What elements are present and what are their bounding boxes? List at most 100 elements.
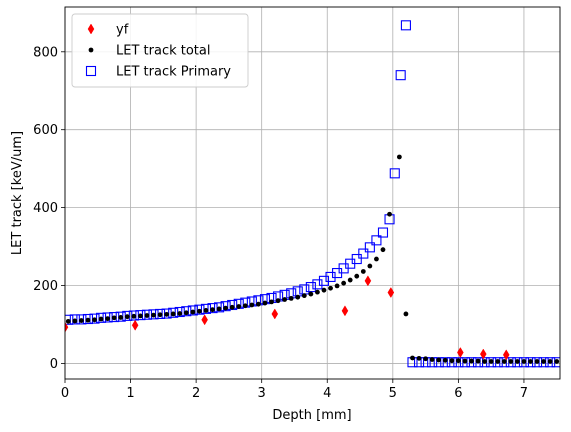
data-point: [488, 359, 494, 364]
data-point: [501, 359, 507, 364]
x-axis-label: Depth [mm]: [272, 408, 351, 423]
data-point: [78, 318, 84, 323]
data-point: [508, 359, 514, 364]
data-point: [440, 357, 451, 368]
data-point: [547, 359, 553, 364]
data-point: [288, 295, 294, 301]
data-point: [374, 256, 379, 262]
data-point: [351, 253, 362, 265]
x-tick-label: 5: [389, 386, 397, 401]
data-point: [380, 247, 386, 253]
data-point: [256, 301, 261, 307]
data-point: [457, 347, 464, 358]
data-point: [469, 358, 474, 364]
data-point: [183, 310, 189, 316]
legend-marker: [85, 65, 97, 77]
data-point: [262, 300, 268, 306]
x-tick-label: 6: [454, 386, 462, 401]
data-point: [325, 271, 336, 282]
data-point: [400, 20, 411, 31]
data-point: [534, 359, 540, 364]
data-point: [403, 311, 409, 317]
data-point: [482, 359, 488, 364]
legend-entry: yf: [116, 23, 129, 38]
plot-frame: [64, 6, 561, 380]
data-point: [341, 305, 349, 317]
data-point: [295, 294, 301, 300]
data-point: [236, 304, 242, 309]
data-point: [229, 304, 235, 310]
data-point: [275, 298, 281, 304]
x-tick-label: 3: [258, 386, 266, 401]
data-point: [387, 211, 392, 217]
data-point: [358, 248, 369, 259]
data-point: [137, 313, 143, 319]
x-tick-label: 0: [61, 386, 69, 401]
data-point: [502, 349, 510, 361]
data-point: [364, 242, 375, 253]
legend: yf LET track total LET track Primary: [71, 13, 249, 88]
data-point: [305, 282, 316, 293]
y-tick-label: 0: [50, 357, 58, 372]
data-point: [197, 308, 202, 314]
data-point: [105, 316, 111, 322]
data-marks: [65, 20, 560, 368]
data-point: [475, 358, 481, 364]
data-point: [210, 307, 215, 313]
data-point: [389, 168, 400, 179]
legend-marker: [88, 47, 94, 53]
data-point: [170, 311, 176, 317]
data-point: [429, 357, 435, 362]
data-point: [436, 357, 442, 363]
y-tick-label: 600: [33, 123, 58, 138]
data-point: [321, 287, 327, 293]
data-point: [387, 287, 395, 299]
legend-box: [71, 13, 249, 88]
data-point: [410, 355, 415, 361]
x-tick-label: 4: [323, 386, 331, 401]
data-point: [65, 318, 71, 324]
data-point: [144, 313, 150, 318]
data-point: [423, 356, 428, 362]
data-point: [72, 318, 78, 324]
data-point: [223, 305, 229, 311]
x-tick-label: 1: [126, 386, 134, 401]
data-point: [514, 359, 520, 364]
data-point: [312, 279, 323, 290]
data-point: [328, 285, 333, 291]
data-point: [190, 309, 196, 315]
data-point: [341, 280, 347, 286]
x-tick-label: 7: [520, 386, 528, 401]
data-point: [131, 319, 139, 331]
data-point: [151, 312, 156, 318]
data-point: [367, 263, 373, 269]
data-point: [111, 315, 117, 321]
data-point: [85, 317, 91, 323]
series-0: [65, 275, 510, 361]
axis-ticks: 0 1 2 3 4 5 6 7 0 200 400 600 800: [33, 45, 528, 401]
data-point: [216, 306, 222, 312]
data-point: [177, 311, 183, 316]
data-point: [455, 358, 461, 364]
data-point: [124, 314, 130, 320]
data-point: [203, 308, 209, 313]
data-point: [360, 269, 366, 274]
y-axis-label: LET track [keV/um]: [10, 131, 25, 255]
data-point: [446, 357, 457, 368]
data-point: [242, 303, 248, 309]
series-1: [65, 154, 560, 364]
data-point: [315, 289, 320, 295]
data-point: [495, 359, 501, 364]
data-point: [521, 359, 527, 364]
data-point: [442, 357, 448, 363]
data-point: [354, 273, 360, 279]
data-point: [201, 314, 208, 326]
data-point: [282, 297, 288, 302]
legend-entry: LET track total: [116, 44, 210, 59]
data-point: [269, 299, 274, 305]
data-point: [157, 312, 163, 318]
data-point: [98, 316, 104, 322]
data-point: [118, 315, 124, 320]
data-point: [301, 293, 307, 299]
